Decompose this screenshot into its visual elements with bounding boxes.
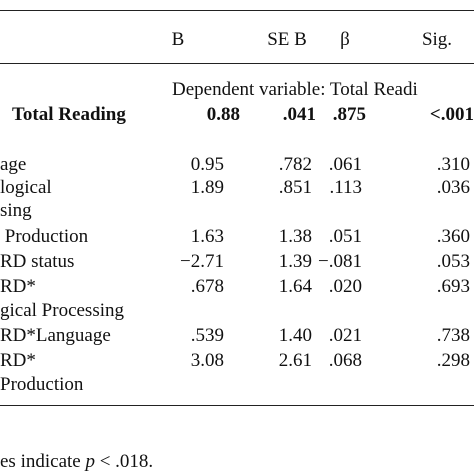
row-label: Production <box>0 226 89 247</box>
cell: .061 <box>328 154 362 175</box>
cell: .051 <box>328 226 362 247</box>
cell: .782 <box>278 154 312 175</box>
row-label: sing <box>0 200 32 221</box>
cell: 1.39 <box>278 251 312 272</box>
cell: .738 <box>436 325 470 346</box>
column-header: SE B <box>267 29 307 50</box>
cell: .053 <box>436 251 470 272</box>
bottom-rule <box>0 405 474 406</box>
footnote-text: < .018. <box>99 451 154 472</box>
column-header: β <box>340 29 350 50</box>
cell: 3.08 <box>190 350 224 371</box>
footnote-italic: p <box>85 451 95 472</box>
cell: 0.95 <box>190 154 224 175</box>
cell: −.081 <box>318 251 362 272</box>
row-label: logical <box>0 177 52 198</box>
top-rule <box>0 10 474 11</box>
row-label: Production <box>0 374 84 395</box>
header-rule <box>0 63 474 64</box>
cell: .068 <box>328 350 362 371</box>
row-label: age <box>0 154 27 175</box>
cell: .851 <box>278 177 312 198</box>
cell: 2.61 <box>278 350 312 371</box>
cell: 1.38 <box>278 226 312 247</box>
row-label: RD* <box>0 350 36 371</box>
column-header: B <box>171 29 185 50</box>
cell: 1.89 <box>190 177 224 198</box>
cell: .298 <box>436 350 470 371</box>
cell: 1.40 <box>278 325 312 346</box>
cell: .875 <box>332 104 366 125</box>
cell: .021 <box>328 325 362 346</box>
footnote-text: es indicate <box>0 451 81 472</box>
cell: .693 <box>436 276 470 297</box>
column-header: Sig. <box>421 29 453 50</box>
cell: .036 <box>436 177 470 198</box>
row-label: Total Reading <box>12 104 126 125</box>
row-label: RD*Language <box>0 325 111 346</box>
cell: .539 <box>190 325 224 346</box>
cell: .113 <box>329 177 362 198</box>
cell: −2.71 <box>180 251 224 272</box>
cell: .678 <box>190 276 224 297</box>
cell: 0.88 <box>206 104 240 125</box>
row-label: RD status <box>0 251 75 272</box>
cell: .020 <box>328 276 362 297</box>
subheader: Dependent variable: Total Readi <box>172 79 418 100</box>
cell: <.001 <box>429 104 474 125</box>
cell: .041 <box>282 104 316 125</box>
cell: 1.64 <box>278 276 312 297</box>
cell: .360 <box>436 226 470 247</box>
row-label: gical Processing <box>0 300 125 321</box>
footnote: es indicate p < .018. <box>0 451 153 473</box>
cell: 1.63 <box>190 226 224 247</box>
cell: .310 <box>436 154 470 175</box>
row-label: RD* <box>0 276 36 297</box>
